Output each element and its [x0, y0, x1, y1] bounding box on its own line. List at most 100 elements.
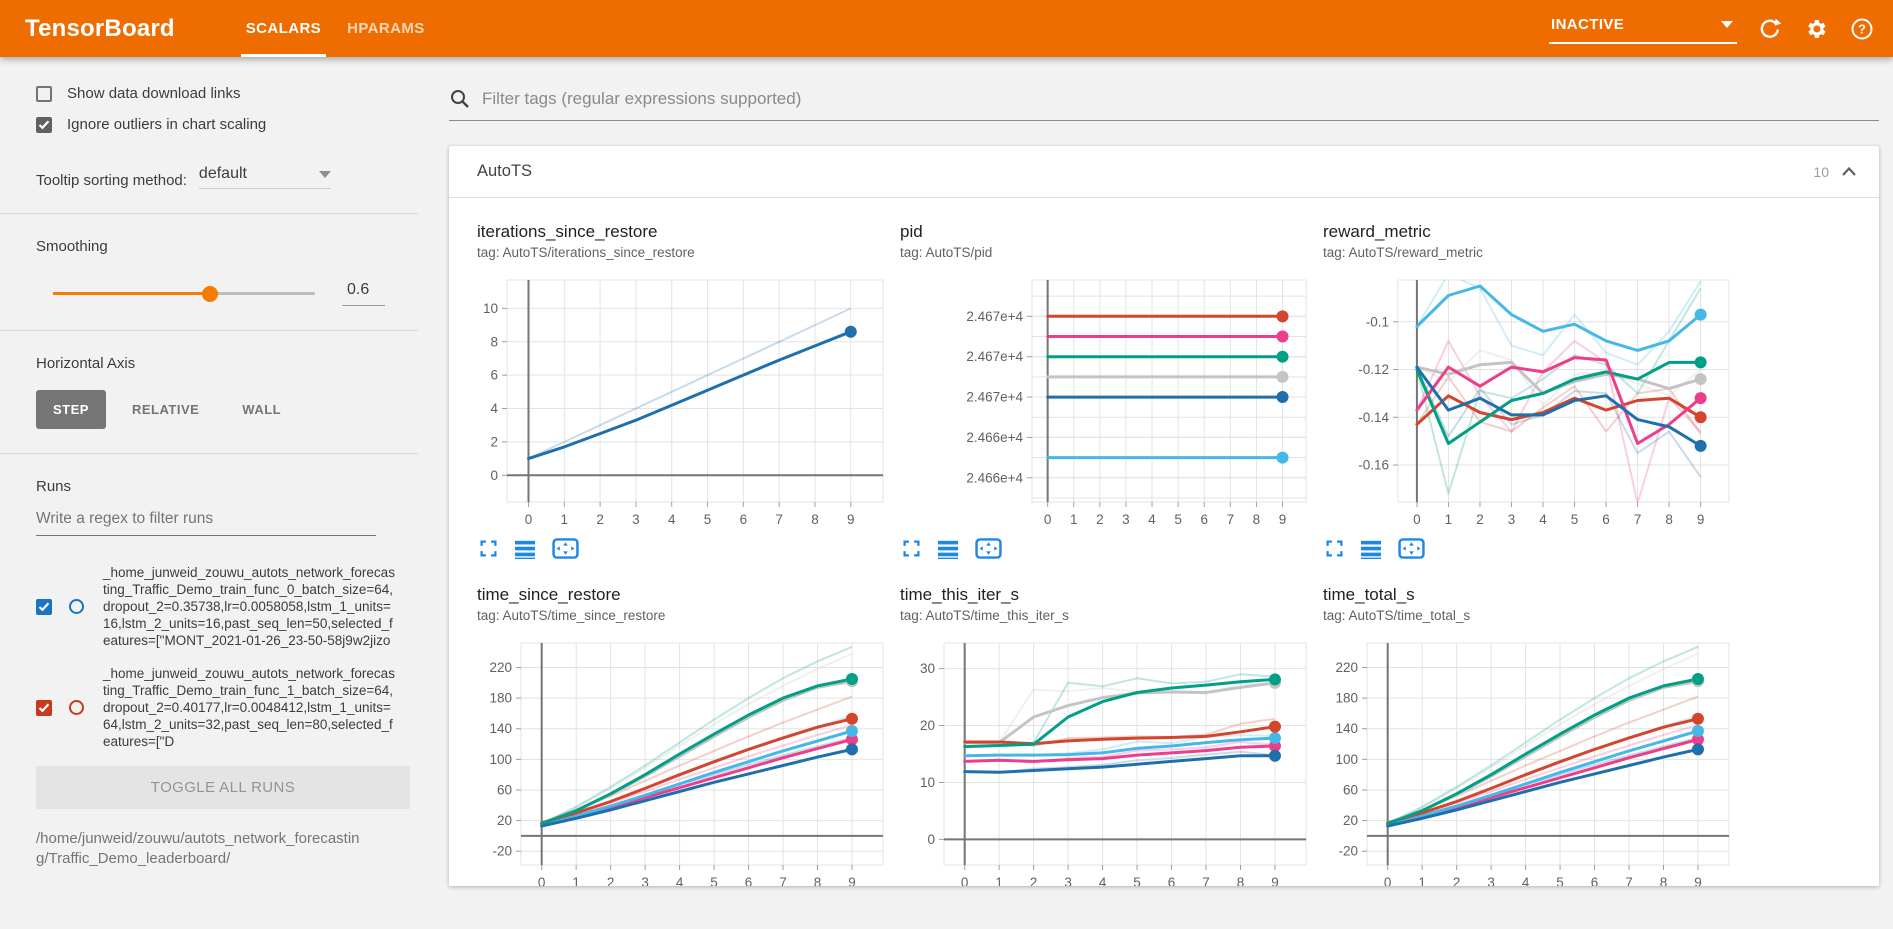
svg-text:8: 8	[814, 875, 822, 886]
horizontal-axis-label: Horizontal Axis	[36, 355, 136, 372]
run-status-select[interactable]: INACTIVE	[1549, 14, 1737, 44]
svg-text:3: 3	[641, 875, 649, 886]
show-download-links-checkbox[interactable]: Show data download links	[36, 85, 398, 102]
category-card-header[interactable]: AutoTS 10	[449, 146, 1879, 198]
run-item: _home_junweid_zouwu_autots_network_forec…	[36, 564, 398, 649]
chart-tag: tag: AutoTS/time_since_restore	[477, 608, 666, 623]
svg-text:6: 6	[1602, 512, 1610, 527]
run-name: _home_junweid_zouwu_autots_network_forec…	[103, 666, 395, 749]
chart-title: reward_metric	[1323, 222, 1431, 241]
svg-text:6: 6	[740, 512, 748, 527]
checkbox-label: Ignore outliers in chart scaling	[67, 116, 267, 133]
svg-text:-0.1: -0.1	[1366, 314, 1389, 329]
axis-wall-button[interactable]: WALL	[225, 390, 298, 429]
fit-domain-icon[interactable]	[1398, 538, 1425, 559]
scalar-chart-iterations_since_restore: iterations_since_restore tag: AutoTS/iter…	[477, 222, 887, 559]
tooltip-sorting-label: Tooltip sorting method:	[36, 172, 187, 189]
svg-text:8: 8	[1665, 512, 1673, 527]
chart-plot[interactable]: 0 1 2 3 4 5 6 7 8 9 -20 20 60 100 140 180 220	[1323, 633, 1733, 886]
chart-tag: tag: AutoTS/iterations_since_restore	[477, 245, 695, 260]
chart-plot[interactable]: 0 1 2 3 4 5 6 7 8 9 0 10 20 30	[900, 633, 1310, 886]
chart-plot[interactable]: 0 1 2 3 4 5 6 7 8 9 -0.1 -0.12 -0.14 -0.16	[1323, 270, 1733, 532]
chart-tag: tag: AutoTS/time_this_iter_s	[900, 608, 1069, 623]
svg-text:0: 0	[927, 832, 935, 847]
chart-title: time_since_restore	[477, 585, 621, 604]
slider-thumb[interactable]	[202, 285, 219, 302]
svg-text:-0.16: -0.16	[1358, 458, 1389, 473]
svg-text:4: 4	[1522, 875, 1530, 886]
svg-text:100: 100	[1335, 752, 1358, 767]
app-title: TensorBoard	[25, 14, 175, 42]
svg-text:6: 6	[745, 875, 753, 886]
log-directory-path: /home/junweid/zouwu/autots_network_forec…	[36, 830, 360, 867]
run-checkbox[interactable]	[36, 598, 52, 615]
refresh-icon[interactable]	[1757, 16, 1783, 42]
svg-text:8: 8	[1237, 875, 1245, 886]
checkbox-unchecked-icon[interactable]	[36, 85, 52, 102]
svg-text:7: 7	[1202, 875, 1210, 886]
run-radio[interactable]	[69, 599, 84, 614]
chart-tag: tag: AutoTS/reward_metric	[1323, 245, 1483, 260]
axis-step-button[interactable]: STEP	[36, 390, 106, 429]
svg-text:0: 0	[525, 512, 533, 527]
svg-text:4: 4	[668, 512, 676, 527]
run-radio[interactable]	[69, 700, 84, 715]
divider	[0, 330, 418, 331]
toggle-all-runs-button[interactable]: TOGGLE ALL RUNS	[36, 766, 410, 809]
chevron-up-icon[interactable]	[1841, 166, 1857, 177]
checkbox-checked-icon[interactable]	[36, 116, 52, 133]
svg-text:0: 0	[538, 875, 546, 886]
svg-text:5: 5	[1556, 875, 1564, 886]
svg-text:1: 1	[561, 512, 569, 527]
svg-text:10: 10	[483, 301, 498, 316]
smoothing-slider[interactable]	[53, 285, 315, 302]
tab-hparams[interactable]: HPARAMS	[347, 20, 425, 37]
run-name: _home_junweid_zouwu_autots_network_forec…	[103, 565, 395, 648]
svg-text:0: 0	[1044, 512, 1052, 527]
svg-text:20: 20	[497, 813, 512, 828]
data-table-icon[interactable]	[514, 539, 536, 559]
svg-text:0: 0	[1384, 875, 1392, 886]
svg-text:0: 0	[490, 468, 498, 483]
svg-text:7: 7	[779, 875, 787, 886]
expand-chart-icon[interactable]	[479, 539, 498, 558]
expand-chart-icon[interactable]	[902, 539, 921, 558]
data-table-icon[interactable]	[937, 539, 959, 559]
svg-text:2: 2	[1030, 875, 1038, 886]
svg-text:3: 3	[1508, 512, 1516, 527]
chart-count: 10	[1813, 163, 1829, 180]
svg-text:60: 60	[497, 782, 512, 797]
axis-relative-button[interactable]: RELATIVE	[115, 390, 216, 429]
scalar-chart-time_since_restore: time_since_restore tag: AutoTS/time_since…	[477, 585, 887, 886]
help-icon[interactable]: ?	[1849, 16, 1875, 42]
smoothing-value[interactable]: 0.6	[342, 281, 386, 306]
svg-text:2: 2	[1096, 512, 1104, 527]
svg-text:8: 8	[1660, 875, 1668, 886]
svg-text:3: 3	[1122, 512, 1130, 527]
svg-text:6: 6	[1168, 875, 1176, 886]
svg-text:9: 9	[1279, 512, 1287, 527]
tab-scalars[interactable]: SCALARS	[233, 0, 334, 57]
svg-text:9: 9	[1271, 875, 1279, 886]
category-title: AutoTS	[477, 162, 533, 180]
fit-domain-icon[interactable]	[552, 538, 579, 559]
fit-domain-icon[interactable]	[975, 538, 1002, 559]
chart-plot[interactable]: 0 1 2 3 4 5 6 7 8 9 -20 20 60 100 140 180 220	[477, 633, 887, 886]
svg-text:5: 5	[1571, 512, 1579, 527]
run-item: _home_junweid_zouwu_autots_network_forec…	[36, 665, 398, 750]
ignore-outliers-checkbox[interactable]: Ignore outliers in chart scaling	[36, 116, 398, 133]
chart-plot[interactable]: 0 1 2 3 4 5 6 7 8 9 2.467e+4 2.467e+4 2.467e+4 2.466e…	[900, 270, 1310, 532]
svg-text:3: 3	[1487, 875, 1495, 886]
expand-chart-icon[interactable]	[1325, 539, 1344, 558]
tooltip-sorting-select[interactable]: default	[198, 165, 331, 189]
filter-tags-input[interactable]	[480, 88, 1879, 110]
svg-text:6: 6	[1200, 512, 1208, 527]
settings-gear-icon[interactable]	[1803, 16, 1829, 42]
svg-text:2: 2	[607, 875, 615, 886]
run-checkbox[interactable]	[36, 699, 52, 716]
chart-plot[interactable]: 0 1 2 3 4 5 6 7 8 9 0 2 4 6 8 10	[477, 270, 887, 532]
svg-text:100: 100	[489, 752, 512, 767]
data-table-icon[interactable]	[1360, 539, 1382, 559]
runs-filter-input[interactable]	[36, 505, 376, 536]
